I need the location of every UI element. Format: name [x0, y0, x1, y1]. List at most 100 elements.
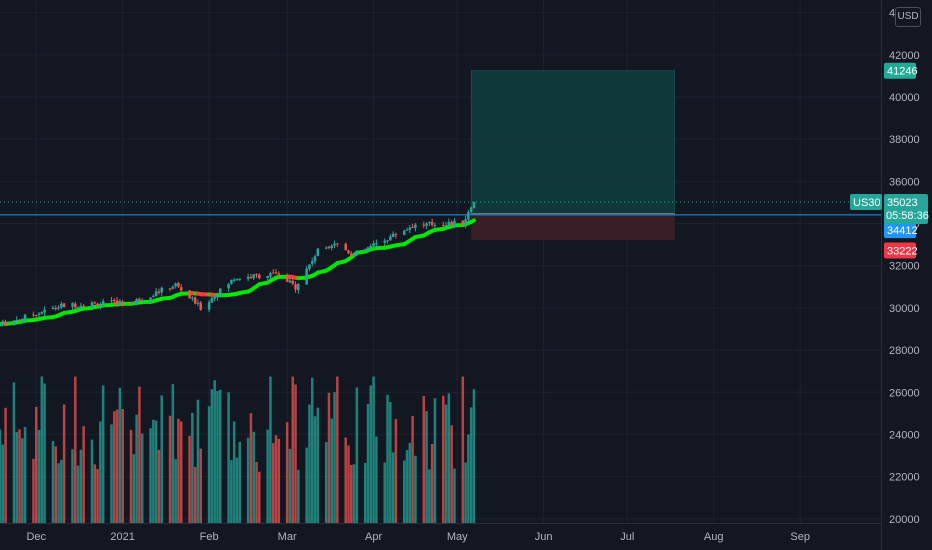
candle-body: [157, 291, 161, 293]
volume-bar: [235, 457, 239, 523]
x-tick-label: Jun: [535, 531, 553, 543]
volume-bar: [15, 431, 18, 523]
candle-body: [37, 313, 41, 316]
volume-bar: [291, 376, 294, 523]
candle-body: [305, 268, 308, 285]
candle-body: [333, 243, 336, 246]
y-tick-label: 20000: [889, 514, 920, 526]
x-tick-label: Feb: [200, 531, 219, 543]
candle-body: [154, 291, 158, 297]
volume-bar: [79, 449, 83, 523]
volume-bar: [118, 387, 122, 523]
candle-body: [82, 305, 85, 307]
volume-bar: [255, 461, 258, 523]
volume-bar: [450, 425, 453, 523]
candle-body: [230, 279, 233, 284]
volume-bar: [110, 424, 113, 523]
price-tag-target: 41246: [887, 66, 918, 78]
volume-bar: [154, 420, 158, 523]
candle-body: [113, 299, 116, 301]
candle-body: [375, 243, 378, 245]
candle-body: [469, 207, 473, 212]
candle-body: [21, 318, 24, 320]
volume-bar: [37, 429, 41, 523]
candle-body: [191, 297, 194, 299]
candle-body: [408, 227, 412, 230]
countdown-label: 05:58:36: [886, 210, 929, 222]
candle-body: [442, 224, 445, 226]
volume-bar: [464, 462, 467, 523]
candle-body: [57, 307, 60, 309]
candle-body: [79, 305, 83, 308]
candle-body: [238, 278, 242, 280]
x-tick-label: 2021: [110, 531, 134, 543]
volume-bar: [330, 418, 334, 523]
candle-body: [310, 260, 314, 264]
candle-body: [288, 280, 292, 283]
candle-body: [121, 301, 124, 303]
y-tick-label: 42000: [889, 50, 920, 62]
x-tick-label: Dec: [26, 531, 46, 543]
volume-bar: [160, 395, 163, 523]
volume-bar: [93, 464, 97, 523]
candle-body: [168, 288, 172, 290]
volume-bar: [324, 442, 328, 523]
candle-body: [232, 279, 236, 281]
volume-bar: [115, 409, 119, 523]
volume-bar: [472, 389, 476, 523]
volume-bar: [238, 442, 242, 523]
volume-bar: [34, 406, 38, 523]
volume-bar: [43, 383, 46, 523]
volume-bar: [57, 463, 60, 523]
candle-body: [110, 300, 113, 302]
candle-body: [71, 303, 74, 307]
volume-bar: [51, 440, 55, 523]
volume-bar: [383, 462, 386, 523]
volume-bar: [207, 406, 211, 523]
volume-bar: [442, 395, 445, 523]
y-tick-label: 28000: [889, 345, 920, 357]
volume-bar: [230, 460, 233, 523]
volume-bar: [389, 401, 392, 523]
currency-button[interactable]: USD: [895, 7, 921, 27]
volume-bar: [288, 448, 292, 523]
volume-bar: [316, 407, 320, 523]
candle-body: [269, 273, 272, 277]
candle-body: [355, 251, 359, 255]
candle-body: [246, 276, 250, 279]
volume-bar: [430, 443, 434, 523]
candle-body: [277, 273, 281, 275]
candle-body: [101, 301, 105, 305]
position-target-zone: [470, 70, 675, 214]
price-tag-target-bg: [884, 62, 916, 79]
candle-body: [255, 274, 258, 276]
volume-bar: [101, 385, 105, 523]
candle-body: [252, 274, 255, 279]
candle-body: [444, 225, 448, 227]
candle-body: [285, 274, 289, 282]
candle-body: [366, 247, 370, 250]
volume-bar: [327, 392, 331, 523]
volume-bar: [12, 382, 16, 523]
price-tag-stop-bg: [884, 242, 916, 259]
candle-body: [210, 298, 214, 303]
candle-body: [118, 300, 122, 305]
candle-body: [422, 224, 426, 226]
volume-bar: [152, 419, 155, 523]
volume-bar: [453, 468, 456, 523]
candle-body: [347, 250, 350, 254]
candle-body: [297, 284, 300, 291]
candle-body: [96, 303, 99, 307]
volume-bar: [188, 435, 191, 523]
volume-bar: [405, 450, 409, 523]
symbol-tag-bg: [850, 193, 882, 210]
candle-body: [12, 320, 16, 326]
volume-bar: [271, 443, 275, 523]
x-tick-label: Aug: [704, 531, 724, 543]
symbol-tag: US30: [853, 197, 881, 209]
volume-bar: [249, 413, 253, 523]
candle-body: [428, 222, 431, 224]
volume-bar: [297, 469, 300, 523]
candle-body: [258, 274, 261, 279]
